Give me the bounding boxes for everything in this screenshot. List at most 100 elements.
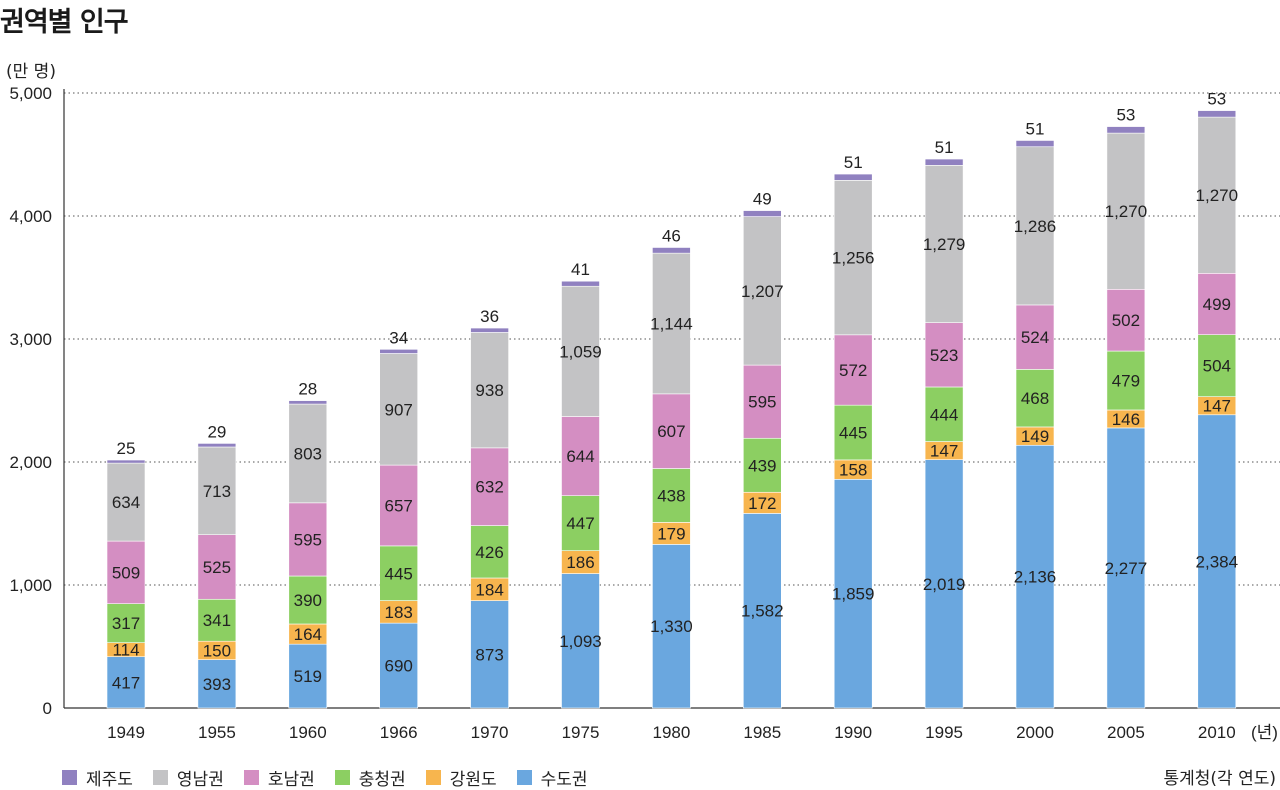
data-label: 393 xyxy=(203,675,231,694)
data-label: 172 xyxy=(748,494,776,513)
source-note: 통계청(각 연도) xyxy=(1163,769,1276,789)
data-label: 509 xyxy=(112,563,140,582)
data-label: 150 xyxy=(203,641,231,660)
bar-segment xyxy=(561,495,600,551)
data-label: 1,270 xyxy=(1105,202,1148,221)
bar-stack: 1,330 179 438 607 1,144 46 xyxy=(650,226,693,709)
bar-segment xyxy=(379,464,419,547)
data-label: 34 xyxy=(389,328,408,347)
x-tick-label: 1990 xyxy=(834,723,872,742)
bar-segment xyxy=(1015,146,1055,306)
bar-segment xyxy=(106,656,146,709)
data-label: 341 xyxy=(203,611,231,630)
legend-item: 강원도 xyxy=(425,765,497,790)
bar-segment xyxy=(742,216,782,366)
bar-segment xyxy=(1106,126,1146,134)
bar-segment xyxy=(833,173,873,181)
y-tick-label: 1,000 xyxy=(9,576,52,595)
legend-item: 충청권 xyxy=(334,765,406,790)
data-label: 1,582 xyxy=(741,602,784,621)
data-label: 657 xyxy=(385,496,413,515)
data-label: 713 xyxy=(203,482,231,501)
x-tick-label: 1960 xyxy=(289,723,327,742)
data-label: 2,384 xyxy=(1196,552,1239,571)
data-label: 525 xyxy=(203,558,231,577)
legend-label: 수도권 xyxy=(540,770,588,790)
legend-item: 수도권 xyxy=(516,765,588,790)
data-label: 417 xyxy=(112,673,140,692)
data-label: 2,019 xyxy=(923,575,966,594)
data-label: 426 xyxy=(475,543,503,562)
data-label: 479 xyxy=(1112,372,1140,391)
data-label: 114 xyxy=(112,641,139,660)
bar-stack: 2,136 149 468 524 1,286 51 xyxy=(1014,119,1057,709)
data-label: 158 xyxy=(839,461,867,480)
bar-segment xyxy=(1106,350,1146,411)
bar-segment xyxy=(652,544,691,709)
bar-segment xyxy=(197,659,237,709)
bar-segment xyxy=(1197,414,1237,709)
bar-segment xyxy=(742,513,782,709)
data-label: 438 xyxy=(657,486,685,505)
bar-stack: 1,093 186 447 644 1,059 41 xyxy=(559,260,602,709)
bar-segment xyxy=(561,573,600,709)
y-tick-label: 4,000 xyxy=(9,207,52,226)
bar-segment xyxy=(288,575,328,625)
data-label: 183 xyxy=(385,603,413,622)
bar-segment xyxy=(924,158,964,166)
data-label: 1,256 xyxy=(832,249,875,268)
data-label: 572 xyxy=(839,361,867,380)
bar-stack: 2,277 146 479 502 1,270 53 xyxy=(1105,106,1148,709)
data-label: 25 xyxy=(117,439,136,458)
bar-segment xyxy=(288,400,328,405)
data-label: 2,136 xyxy=(1014,568,1057,587)
bar-segment xyxy=(379,622,419,709)
bar-segment xyxy=(833,180,873,336)
legend-label: 호남권 xyxy=(267,770,315,790)
legend: 제주도 영남권 호남권 충청권 강원도 수도권 xyxy=(62,765,608,790)
bar-segment xyxy=(197,446,237,535)
data-label: 1,059 xyxy=(559,342,602,361)
data-label: 445 xyxy=(385,564,413,583)
data-label: 445 xyxy=(839,424,867,443)
data-label: 1,859 xyxy=(832,585,875,604)
data-label: 519 xyxy=(294,667,322,686)
data-label: 803 xyxy=(294,444,322,463)
bar-stack: 393 150 341 525 713 29 xyxy=(197,422,237,709)
data-label: 634 xyxy=(112,493,140,512)
bar-segment xyxy=(561,416,600,497)
data-label: 1,279 xyxy=(923,235,966,254)
bar-stack: 519 164 390 595 803 28 xyxy=(288,380,328,709)
data-label: 149 xyxy=(1021,427,1049,446)
bar-stack: 2,384 147 504 499 1,270 53 xyxy=(1196,90,1239,709)
chart-title: 권역별 인구 xyxy=(0,7,129,38)
bar-segment xyxy=(470,332,509,449)
y-axis-unit: (만 명) xyxy=(6,62,56,82)
data-label: 607 xyxy=(657,422,685,441)
bar-segment xyxy=(1106,427,1146,709)
data-label: 444 xyxy=(930,405,958,424)
legend-label: 충청권 xyxy=(358,770,406,790)
bar-segment xyxy=(379,545,419,601)
bar-segment xyxy=(197,443,237,448)
bar-segment xyxy=(924,459,964,709)
legend-swatch xyxy=(152,770,168,785)
legend-item: 제주도 xyxy=(62,765,133,790)
bar-segment xyxy=(561,280,600,287)
legend-label: 강원도 xyxy=(449,770,497,790)
x-tick-label: 1985 xyxy=(743,723,781,742)
legend-item: 영남권 xyxy=(152,765,224,790)
bar-segment xyxy=(652,247,691,254)
bar-segment xyxy=(924,386,964,442)
data-label: 873 xyxy=(475,645,503,664)
bar-segment xyxy=(288,502,328,577)
x-tick-label: 2010 xyxy=(1198,723,1236,742)
bar-stack: 873 184 426 632 938 36 xyxy=(470,307,509,709)
x-axis-unit: (년) xyxy=(1251,723,1278,742)
data-label: 184 xyxy=(475,580,503,599)
legend-swatch xyxy=(516,770,532,785)
legend-swatch xyxy=(334,770,350,785)
legend-swatch xyxy=(62,770,77,785)
y-tick-label: 0 xyxy=(43,699,52,718)
x-tick-label: 2005 xyxy=(1107,723,1145,742)
